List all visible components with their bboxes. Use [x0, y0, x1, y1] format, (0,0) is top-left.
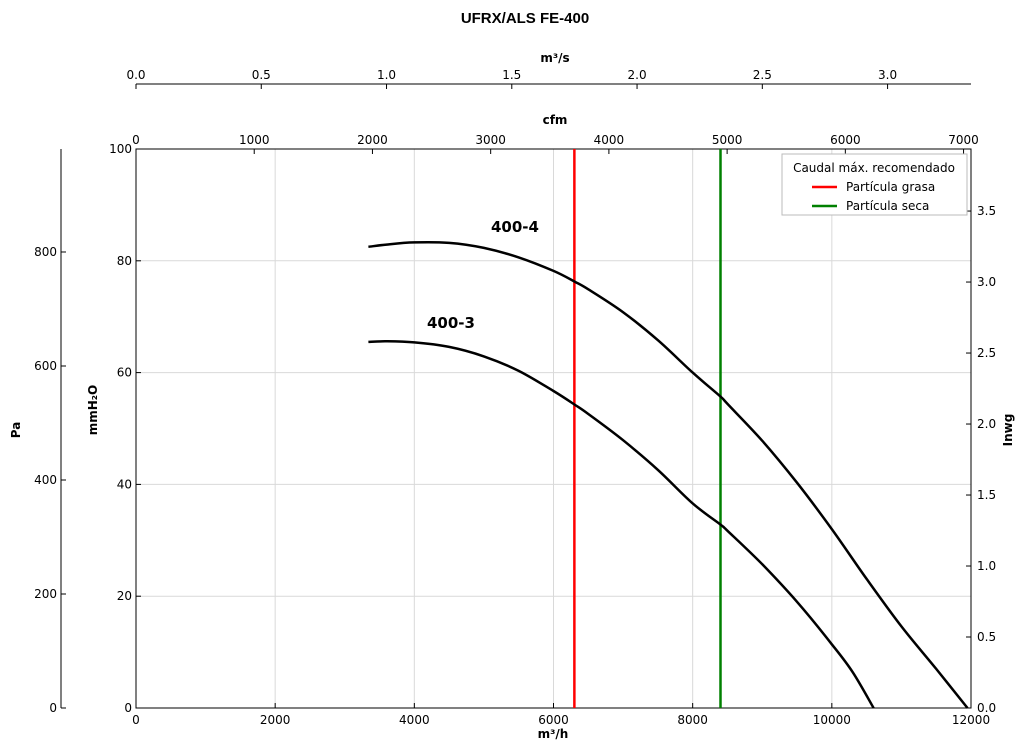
- tick-label-inwg: 0.0: [977, 701, 996, 715]
- tick-label-cfm: 7000: [948, 133, 979, 147]
- tick-label-m3s: 0.5: [252, 68, 271, 82]
- tick-label-mmh2o: 60: [117, 366, 132, 380]
- axis-label-mmh2o: mmH₂O: [86, 385, 100, 436]
- tick-label-cfm: 4000: [594, 133, 625, 147]
- tick-label-m3h: 4000: [399, 713, 430, 727]
- curve-label-400-4: 400-4: [491, 218, 539, 236]
- tick-label-inwg: 1.5: [977, 488, 996, 502]
- curve-400-3: [368, 340, 875, 709]
- tick-label-inwg: 3.0: [977, 275, 996, 289]
- chart-title: UFRX/ALS FE-400: [461, 10, 589, 27]
- recommended-flow-lines: [573, 149, 722, 708]
- tick-label-mmh2o: 20: [117, 589, 132, 603]
- tick-label-m3h: 12000: [952, 713, 990, 727]
- tick-label-cfm: 3000: [475, 133, 506, 147]
- tick-label-inwg: 3.5: [977, 204, 996, 218]
- tick-label-pa: 400: [34, 473, 57, 487]
- axis-label-m3s: m³/s: [540, 51, 569, 65]
- tick-label-inwg: 0.5: [977, 630, 996, 644]
- axis-pa: 0 200 400 600 800: [34, 149, 66, 715]
- tick-label-m3h: 2000: [260, 713, 291, 727]
- tick-label-m3s: 2.0: [628, 68, 647, 82]
- tick-label-inwg: 1.0: [977, 559, 996, 573]
- tick-label-m3s: 1.0: [377, 68, 396, 82]
- legend-title: Caudal máx. recomendado: [793, 161, 955, 175]
- tick-label-m3h: 0: [132, 713, 140, 727]
- curve-400-4: [368, 240, 969, 709]
- axis-label-m3h: m³/h: [538, 727, 569, 741]
- axis-m3s: 0.0 0.5 1.0 1.5 2.0 2.5 3.0: [126, 68, 971, 89]
- tick-label-m3h: 10000: [813, 713, 851, 727]
- tick-label-m3h: 6000: [538, 713, 569, 727]
- axis-label-inwg: Inwg: [1001, 414, 1015, 447]
- tick-label-cfm: 6000: [830, 133, 861, 147]
- axis-inwg: 0.0 0.5 1.0 1.5 2.0 2.5 3.0 3.5: [966, 204, 996, 715]
- axis-mmh2o: 0 20 40 60 80 100: [109, 142, 141, 715]
- axis-label-cfm: cfm: [543, 113, 568, 127]
- tick-label-inwg: 2.0: [977, 417, 996, 431]
- axis-label-pa: Pa: [9, 422, 23, 439]
- tick-label-m3s: 1.5: [502, 68, 521, 82]
- curve-label-400-3: 400-3: [427, 314, 475, 332]
- tick-label-cfm: 2000: [357, 133, 388, 147]
- tick-label-cfm: 1000: [239, 133, 270, 147]
- tick-label-mmh2o: 80: [117, 254, 132, 268]
- tick-label-pa: 600: [34, 359, 57, 373]
- tick-label-cfm: 5000: [712, 133, 743, 147]
- tick-label-cfm: 0: [132, 133, 140, 147]
- tick-label-m3h: 8000: [677, 713, 708, 727]
- fan-curves: [368, 240, 969, 709]
- axis-m3h: 0 2000 4000 6000 8000 10000 12000: [132, 703, 990, 727]
- grid: [135, 148, 972, 709]
- tick-label-mmh2o: 40: [117, 477, 132, 491]
- legend: Caudal máx. recomendado Partícula grasa …: [781, 153, 968, 216]
- tick-label-pa: 200: [34, 587, 57, 601]
- tick-label-mmh2o: 0: [124, 701, 132, 715]
- tick-label-m3s: 0.0: [126, 68, 145, 82]
- tick-label-pa: 0: [49, 701, 57, 715]
- tick-label-inwg: 2.5: [977, 346, 996, 360]
- axis-cfm: 0 1000 2000 3000 4000 5000 6000 7000: [132, 133, 979, 154]
- tick-label-m3s: 3.0: [878, 68, 897, 82]
- legend-label-seca: Partícula seca: [846, 199, 929, 213]
- tick-label-pa: 800: [34, 245, 57, 259]
- tick-label-m3s: 2.5: [753, 68, 772, 82]
- legend-label-grasa: Partícula grasa: [846, 180, 935, 194]
- tick-label-mmh2o: 100: [109, 142, 132, 156]
